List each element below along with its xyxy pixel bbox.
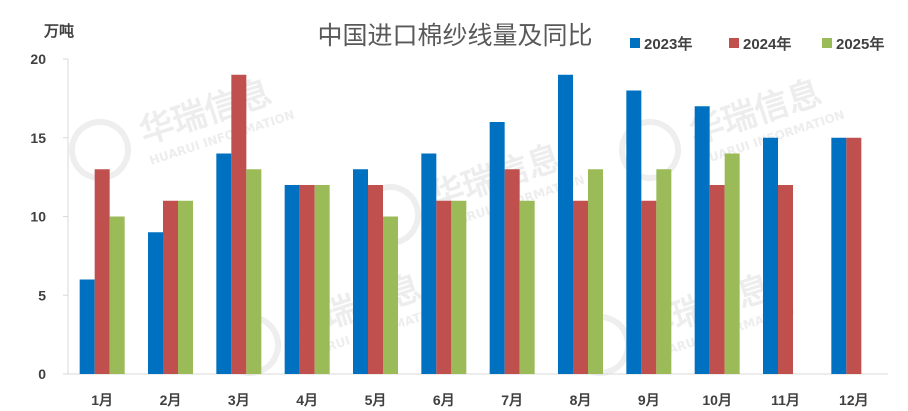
bar <box>383 216 398 374</box>
bar <box>79 279 95 374</box>
bar <box>588 169 603 374</box>
bar <box>778 185 793 374</box>
bar <box>231 74 247 374</box>
y-tick-label: 20 <box>30 51 46 67</box>
bar <box>519 200 535 374</box>
legend-label: 2025年 <box>836 35 884 53</box>
x-tick-label: 8月 <box>570 392 592 408</box>
y-tick-label: 5 <box>38 287 46 303</box>
bar <box>421 153 437 374</box>
bar <box>178 200 193 374</box>
bar <box>163 200 178 374</box>
y-axis-unit-label: 万吨 <box>43 22 74 40</box>
bar <box>709 185 725 374</box>
legend-item: 2023年 <box>630 35 692 53</box>
x-tick-label: 5月 <box>365 392 387 408</box>
bar <box>109 216 125 374</box>
x-tick-label: 10月 <box>702 392 732 408</box>
bar <box>94 169 110 374</box>
bar <box>573 200 588 374</box>
bar <box>724 153 740 374</box>
bar <box>314 185 330 374</box>
y-tick-label: 15 <box>30 130 46 146</box>
bar <box>831 137 847 374</box>
x-tick-label: 12月 <box>839 392 869 408</box>
legend-label: 2023年 <box>644 35 692 53</box>
x-tick-label: 11月 <box>771 392 800 408</box>
bars <box>79 74 862 374</box>
chart-title: 中国进口棉纱线量及同比 <box>317 21 592 50</box>
bar <box>246 169 262 374</box>
legend-item: 2025年 <box>822 35 884 53</box>
bar <box>148 232 163 374</box>
bar <box>436 200 452 374</box>
legend-label: 2024年 <box>743 35 791 53</box>
legend-swatch <box>729 38 739 48</box>
x-tick-label: 1月 <box>91 392 113 408</box>
y-tick-label: 0 <box>38 366 46 382</box>
legend-swatch <box>822 38 832 48</box>
bar <box>353 169 368 374</box>
y-tick-label: 10 <box>30 209 46 225</box>
legend-swatch <box>630 38 640 48</box>
x-tick-label: 2月 <box>160 392 182 408</box>
bar <box>656 169 672 374</box>
legend-item: 2024年 <box>729 35 791 53</box>
bar <box>284 185 300 374</box>
bar <box>846 137 862 374</box>
x-tick-label: 7月 <box>501 392 523 408</box>
bar <box>558 74 573 374</box>
bar <box>451 200 467 374</box>
bar <box>626 90 642 374</box>
bar <box>216 153 232 374</box>
bar <box>368 185 383 374</box>
x-tick-label: 4月 <box>296 392 318 408</box>
x-tick-label: 6月 <box>433 392 455 408</box>
axes: 0 5 10 15 20 1月 2月 3月 4月 5月 6月 7月 8月 9月 10月 11月 12月 <box>30 51 888 408</box>
bar <box>299 185 315 374</box>
bar <box>763 137 778 374</box>
bar <box>504 169 520 374</box>
x-tick-label: 9月 <box>638 392 660 408</box>
bar <box>641 200 657 374</box>
bar <box>694 106 710 374</box>
legend: 2023年 2024年 2025年 <box>630 35 884 53</box>
bar <box>489 122 505 374</box>
x-tick-label: 3月 <box>228 392 250 408</box>
